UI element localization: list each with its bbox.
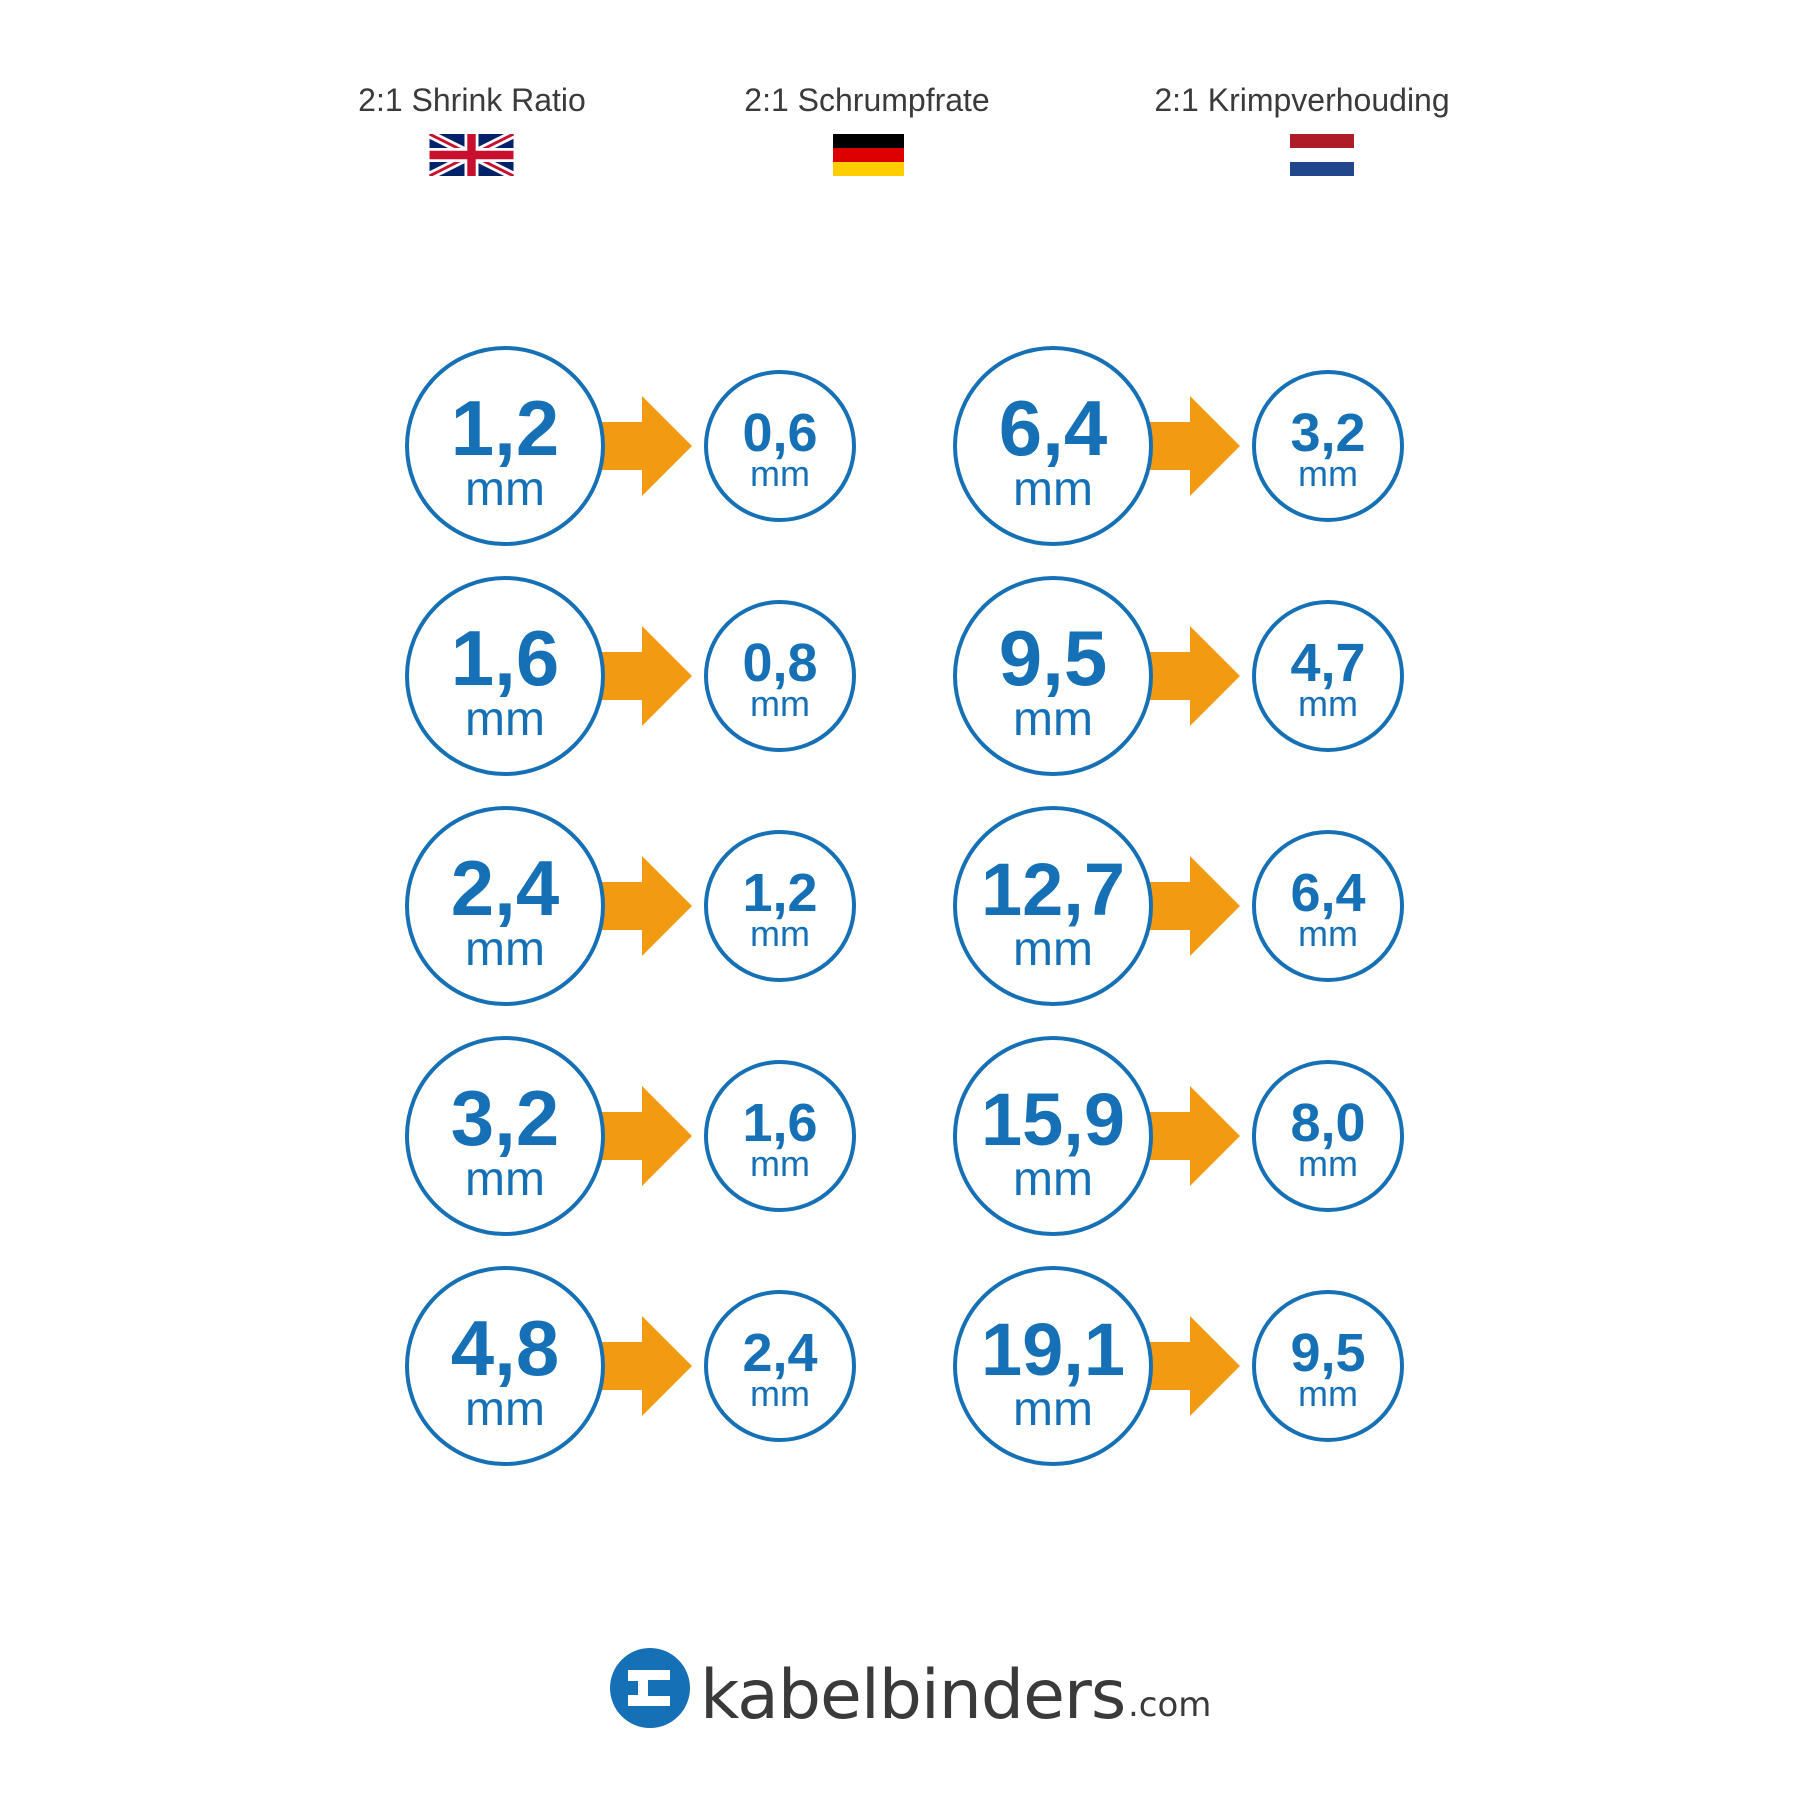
shrunk-size-value: 6,4	[1290, 863, 1365, 923]
shrunk-size-circle	[704, 370, 856, 522]
original-size-unit: mm	[465, 1153, 545, 1206]
shrunk-size-value: 8,0	[1290, 1093, 1365, 1153]
original-size-unit: mm	[1013, 923, 1093, 976]
shrunk-size-value: 9,5	[1290, 1323, 1365, 1383]
original-size-circle	[953, 806, 1153, 1006]
original-size-unit: mm	[465, 1383, 545, 1436]
original-size-value: 1,2	[451, 384, 559, 472]
shrunk-size-value: 2,4	[742, 1323, 817, 1383]
brand-tld: .com	[1128, 1685, 1211, 1725]
shrunk-size-circle	[1252, 370, 1404, 522]
shrunk-size-unit: mm	[750, 1373, 810, 1414]
arrow-right-icon	[600, 1316, 692, 1416]
arrow-right-icon	[600, 396, 692, 496]
shrunk-size-value: 4,7	[1290, 633, 1365, 693]
size-pairs: 1,2mm0,6mm1,6mm0,8mm2,4mm1,2mm3,2mm1,6mm…	[405, 346, 1404, 1466]
arrow-right-icon	[1148, 396, 1240, 496]
shrunk-size-value: 1,2	[742, 863, 817, 923]
arrow-right-icon	[1148, 856, 1240, 956]
original-size-value: 3,2	[451, 1074, 559, 1162]
original-size-circle	[953, 576, 1153, 776]
shrunk-size-unit: mm	[750, 913, 810, 954]
original-size-value: 9,5	[999, 614, 1107, 702]
arrow-right-icon	[1148, 1316, 1240, 1416]
shrunk-size-value: 3,2	[1290, 403, 1365, 463]
arrow-right-icon	[600, 856, 692, 956]
original-size-circle	[953, 1266, 1153, 1466]
arrow-right-icon	[1148, 1086, 1240, 1186]
original-size-unit: mm	[1013, 693, 1093, 746]
language-label-english: 2:1 Shrink Ratio	[358, 82, 586, 118]
shrunk-size-circle	[704, 600, 856, 752]
original-size-unit: mm	[1013, 1153, 1093, 1206]
shrunk-size-unit: mm	[1298, 683, 1358, 724]
language-label-dutch: 2:1 Krimpverhouding	[1154, 82, 1450, 118]
shrunk-size-circle	[1252, 830, 1404, 982]
original-size-value: 4,8	[451, 1304, 559, 1392]
original-size-circle	[405, 1036, 605, 1236]
original-size-value: 1,6	[451, 614, 559, 702]
arrow-right-icon	[600, 1086, 692, 1186]
shrunk-size-circle	[1252, 1290, 1404, 1442]
original-size-circle	[405, 806, 605, 1006]
shrunk-size-value: 0,6	[742, 403, 817, 463]
original-size-unit: mm	[1013, 463, 1093, 516]
original-size-value: 19,1	[981, 1308, 1125, 1391]
shrunk-size-unit: mm	[1298, 1143, 1358, 1184]
arrow-right-icon	[1148, 626, 1240, 726]
shrunk-size-unit: mm	[750, 453, 810, 494]
original-size-circle	[953, 346, 1153, 546]
original-size-unit: mm	[465, 693, 545, 746]
original-size-circle	[405, 1266, 605, 1466]
shrunk-size-unit: mm	[1298, 1373, 1358, 1414]
shrunk-size-unit: mm	[750, 683, 810, 724]
original-size-circle	[405, 346, 605, 546]
language-label-german: 2:1 Schrumpfrate	[744, 82, 990, 118]
original-size-circle	[405, 576, 605, 776]
germany-flag-icon	[833, 134, 904, 176]
arrow-right-icon	[600, 626, 692, 726]
original-size-value: 2,4	[451, 844, 559, 932]
brand-name: kabelbinders	[700, 1656, 1125, 1735]
original-size-unit: mm	[465, 923, 545, 976]
shrunk-size-value: 0,8	[742, 633, 817, 693]
shrunk-size-circle	[704, 830, 856, 982]
original-size-circle	[953, 1036, 1153, 1236]
shrunk-size-value: 1,6	[742, 1093, 817, 1153]
brand-logo: kabelbinders .com	[610, 1648, 1211, 1735]
original-size-value: 12,7	[981, 848, 1125, 931]
original-size-value: 15,9	[981, 1078, 1125, 1161]
shrunk-size-unit: mm	[750, 1143, 810, 1184]
shrunk-size-circle	[1252, 1060, 1404, 1212]
uk-flag-icon	[429, 134, 514, 176]
original-size-value: 6,4	[999, 384, 1107, 472]
shrunk-size-unit: mm	[1298, 913, 1358, 954]
shrunk-size-unit: mm	[1298, 453, 1358, 494]
original-size-unit: mm	[1013, 1383, 1093, 1436]
shrunk-size-circle	[704, 1060, 856, 1212]
shrunk-size-circle	[1252, 600, 1404, 752]
netherlands-flag-icon	[1290, 134, 1354, 176]
original-size-unit: mm	[465, 463, 545, 516]
shrunk-size-circle	[704, 1290, 856, 1442]
